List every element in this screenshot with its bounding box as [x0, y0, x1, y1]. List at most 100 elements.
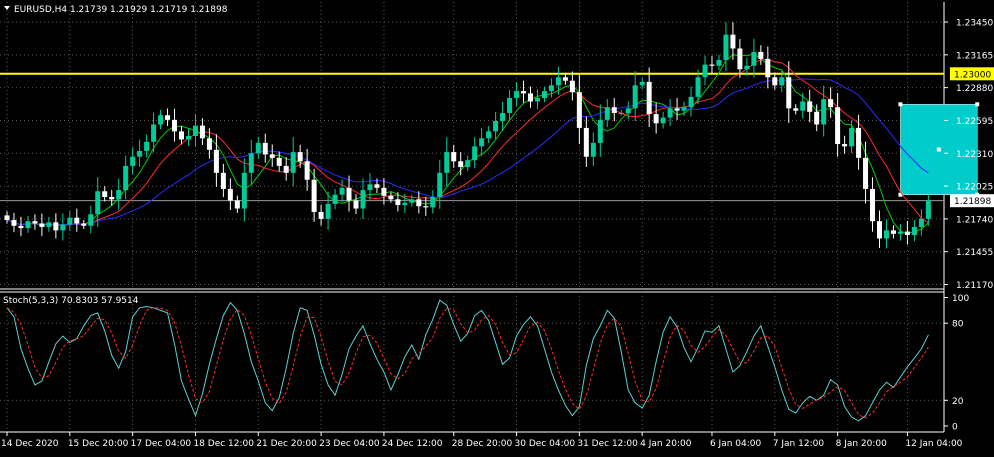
- candle-body: [192, 125, 198, 136]
- candle-body: [444, 152, 450, 173]
- candle-body: [681, 107, 687, 111]
- candle-body: [116, 190, 122, 200]
- stoch-signal-line: [6, 306, 929, 419]
- candle-body: [381, 187, 387, 196]
- candle-body: [925, 200, 931, 219]
- candle-body: [702, 64, 708, 78]
- candle-body: [123, 165, 129, 191]
- time-axis-label: 4 Jan 20:00: [640, 439, 692, 449]
- candle-body: [60, 224, 66, 231]
- candle-body: [374, 184, 380, 188]
- candle-body: [416, 199, 422, 207]
- candle-body: [318, 211, 324, 219]
- stochastic-pane: [6, 299, 929, 422]
- candle-body: [541, 91, 547, 98]
- candle-body: [751, 51, 757, 66]
- candle-body: [793, 108, 799, 111]
- time-axis-label: 28 Dec 20:00: [452, 439, 513, 449]
- candle-body: [165, 115, 171, 120]
- stoch-axis-label: 80: [952, 320, 964, 330]
- candle-body: [765, 58, 771, 78]
- candle-body: [95, 191, 101, 215]
- candle-body: [32, 221, 38, 224]
- candle-body: [304, 161, 310, 180]
- candle-body: [548, 85, 554, 92]
- price-axis-label: 1.22025: [956, 183, 993, 193]
- candle-body: [11, 220, 17, 226]
- candle-body: [479, 138, 485, 147]
- candle-body: [276, 157, 282, 166]
- price-axis-label: 1.23165: [956, 51, 993, 61]
- zone-handle: [975, 102, 980, 107]
- price-axis-label: 1.21170: [956, 281, 993, 291]
- candle-body: [639, 81, 645, 86]
- stoch-axis-label: 0: [952, 423, 958, 433]
- candle-body: [883, 230, 889, 239]
- stoch-main-line: [6, 299, 929, 422]
- candle-body: [158, 115, 164, 125]
- candle-body: [67, 217, 73, 225]
- candle-body: [821, 99, 827, 125]
- candle-body: [779, 77, 785, 86]
- candle-body: [283, 165, 289, 173]
- candle-body: [814, 111, 820, 125]
- candle-body: [695, 77, 701, 97]
- candle-body: [88, 214, 94, 226]
- candle-body: [849, 127, 855, 147]
- candle-body: [213, 149, 219, 173]
- time-axis-label: 24 Dec 12:00: [382, 439, 443, 449]
- candle-body: [486, 131, 492, 139]
- candle-body: [604, 107, 610, 120]
- candle-body: [786, 77, 792, 109]
- candle-body: [911, 226, 917, 235]
- candle-body: [451, 152, 457, 162]
- candle-body: [730, 34, 736, 49]
- candle-body: [430, 197, 436, 208]
- candles: [4, 22, 931, 249]
- candle-body: [904, 231, 910, 235]
- candle-body: [339, 187, 345, 195]
- candle-body: [234, 200, 240, 209]
- time-axis-label: 30 Dec 04:00: [515, 439, 576, 449]
- candle-body: [534, 97, 540, 102]
- candle-body: [807, 101, 813, 112]
- candle-body: [332, 194, 338, 204]
- candle-body: [465, 160, 471, 168]
- candle-body: [597, 119, 603, 143]
- candle-body: [828, 99, 834, 108]
- candle-body: [39, 223, 45, 227]
- candle-body: [360, 190, 366, 209]
- candle-body: [4, 215, 10, 221]
- candle-body: [493, 121, 499, 132]
- candle-body: [402, 202, 408, 206]
- candle-body: [179, 131, 184, 140]
- candle-body: [646, 81, 652, 115]
- candle-body: [269, 154, 275, 158]
- candle-body: [388, 195, 394, 200]
- candle-body: [569, 80, 575, 93]
- time-axis-label: 7 Jan 12:00: [773, 439, 825, 449]
- zone-handle: [936, 147, 941, 152]
- grid: [0, 2, 944, 432]
- candle-body: [346, 187, 352, 201]
- candle-body: [297, 152, 303, 162]
- candle-body: [583, 127, 589, 157]
- candle-body: [521, 91, 527, 94]
- candle-body: [325, 203, 331, 219]
- header-arrow-icon: [4, 6, 10, 10]
- candle-body: [220, 172, 226, 189]
- candle-body: [255, 142, 261, 154]
- candle-body: [353, 200, 359, 209]
- candle-body: [528, 93, 533, 102]
- time-axis-label: 6 Jan 04:00: [710, 439, 762, 449]
- candle-body: [890, 230, 896, 234]
- price-axis-label: 1.23450: [956, 19, 993, 29]
- candle-body: [737, 48, 743, 70]
- candle-body: [227, 188, 233, 201]
- price-axis-label: 1.21740: [956, 215, 993, 225]
- stoch-header: Stoch(5,3,3) 70.8303 57.9514: [3, 296, 139, 306]
- candle-body: [144, 141, 150, 151]
- candle-body: [199, 125, 205, 139]
